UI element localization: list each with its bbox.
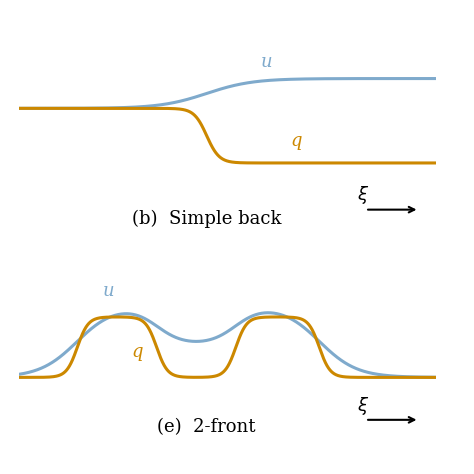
Text: u: u [102, 282, 114, 300]
Text: q: q [132, 343, 143, 361]
Text: (b)  Simple back: (b) Simple back [132, 209, 282, 228]
Text: $\xi$: $\xi$ [357, 395, 369, 417]
Text: $\xi$: $\xi$ [357, 184, 369, 206]
Text: (e)  2-front: (e) 2-front [157, 418, 256, 436]
Text: q: q [290, 132, 301, 150]
Text: u: u [261, 53, 273, 71]
